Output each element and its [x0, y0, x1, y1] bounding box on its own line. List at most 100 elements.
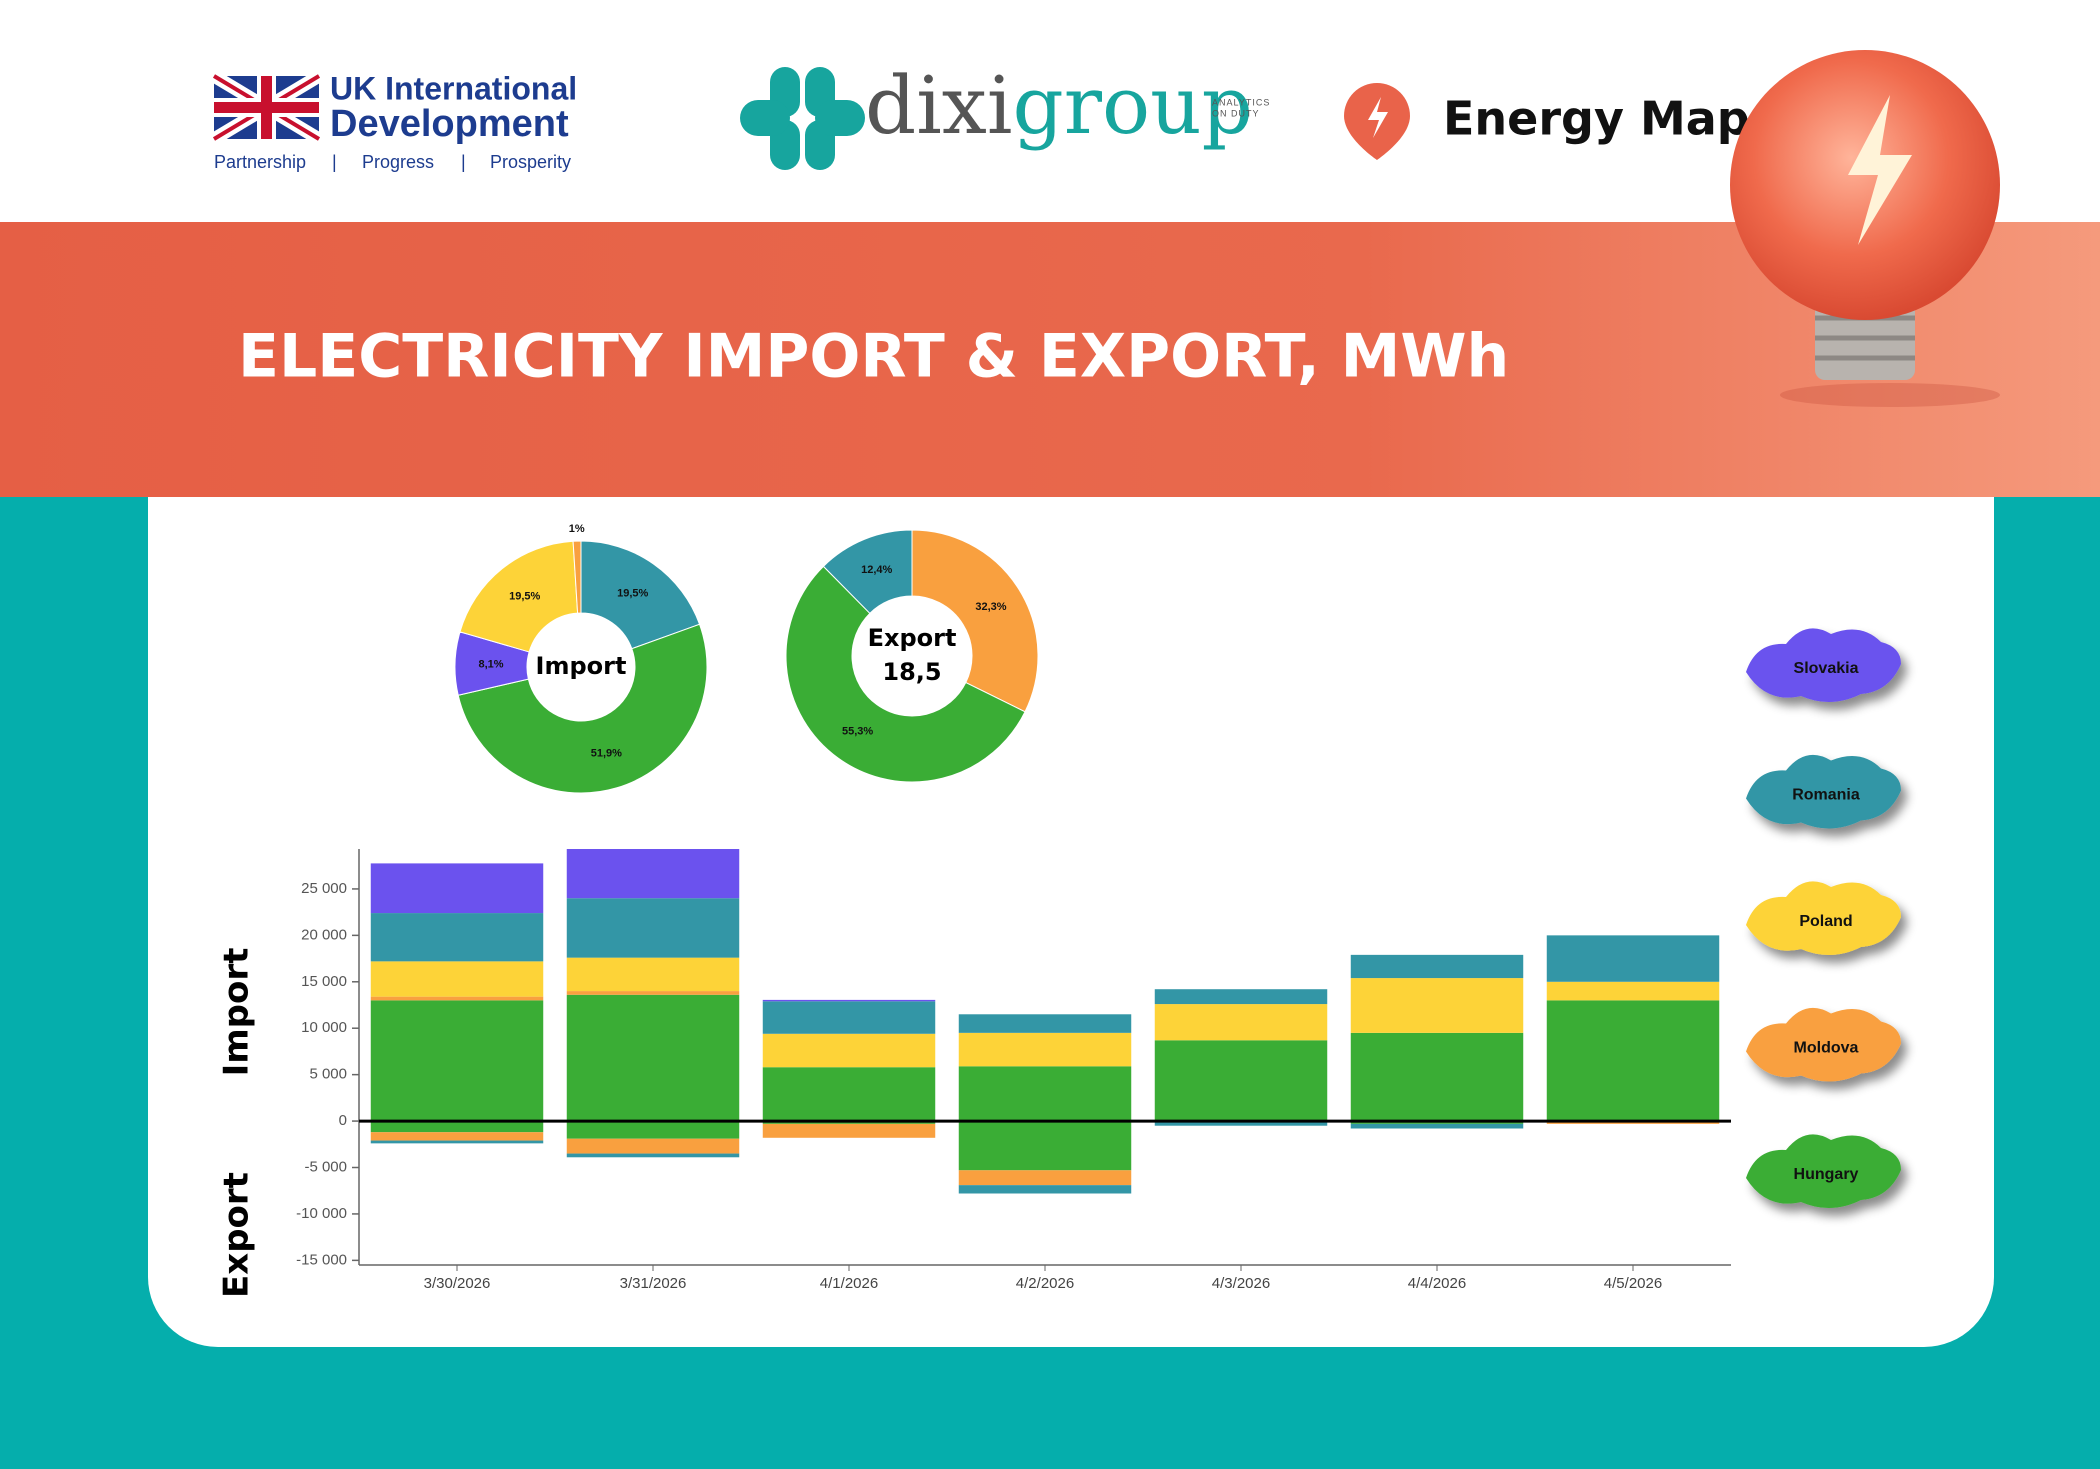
- bar-segment: [370, 996, 544, 1001]
- uk-line1: UK International: [330, 70, 577, 106]
- bar-segment: [762, 1067, 936, 1122]
- y-tick-label: -5 000: [304, 1158, 347, 1175]
- bulb: [1730, 50, 2000, 407]
- slice-label: 55,3%: [842, 725, 873, 737]
- y-tick-label: -15 000: [296, 1251, 347, 1268]
- bar-segment: [762, 1123, 936, 1138]
- pie-center-label: Import: [536, 652, 627, 680]
- energy-map-label: Energy Map: [1443, 92, 1750, 146]
- uk-tagline: Progress: [362, 152, 434, 172]
- uk-tagline: |: [332, 152, 337, 172]
- slice-label: 1%: [569, 523, 585, 535]
- bar-segment: [566, 957, 740, 992]
- legend-swatch: [1746, 1134, 1901, 1209]
- uk-line2: Development: [330, 103, 569, 145]
- pie-slice: [457, 623, 708, 794]
- pie-slice: [785, 565, 1026, 783]
- dixi-slogan: ON DUTY: [1212, 108, 1260, 118]
- dixi-slogan: ANALYTICS: [1212, 97, 1270, 107]
- bar-segment: [1350, 954, 1524, 979]
- legend-label: Hungary: [1794, 1166, 1859, 1183]
- slice-label: 32,3%: [975, 601, 1006, 613]
- bar-segment: [566, 994, 740, 1122]
- x-tick-label: 4/3/2026: [1212, 1275, 1270, 1292]
- bar-segment: [566, 849, 740, 899]
- bar-segment: [958, 1066, 1132, 1122]
- pie-slice: [459, 540, 579, 653]
- x-tick-label: 3/30/2026: [424, 1275, 491, 1292]
- bar-segment: [1546, 981, 1720, 1001]
- bar-segment: [1154, 1040, 1328, 1122]
- legend-swatch: [1746, 1007, 1901, 1082]
- bar-segment: [958, 1032, 1132, 1067]
- bar-segment: [370, 863, 544, 914]
- bar-segment: [370, 961, 544, 997]
- pie-slice: [822, 529, 913, 615]
- legend-swatch: [1746, 881, 1901, 956]
- banner: [0, 222, 2100, 497]
- bar-segment: [1350, 1032, 1524, 1122]
- legend-label: Slovakia: [1794, 660, 1859, 677]
- bar-segment: [370, 1132, 544, 1141]
- y-tick-label: -10 000: [296, 1205, 347, 1222]
- pin-bolt: [1368, 97, 1388, 138]
- slice-label: 12,4%: [861, 564, 892, 576]
- pie-center-label: 18,5: [882, 658, 941, 686]
- bar-segment: [958, 1170, 1132, 1186]
- slice-label: 19,5%: [509, 591, 540, 603]
- x-tick-label: 4/1/2026: [820, 1275, 878, 1292]
- bar-segment: [566, 1153, 740, 1158]
- uk-flag: [210, 70, 323, 145]
- x-tick-label: 3/31/2026: [620, 1275, 687, 1292]
- bar-segment: [370, 913, 544, 962]
- uk-tagline: Prosperity: [490, 152, 571, 172]
- bar-segment: [958, 1121, 1132, 1171]
- slice-label: 19,5%: [617, 587, 648, 599]
- y-tick-label: 20 000: [301, 926, 347, 943]
- bar-segment: [1350, 978, 1524, 1033]
- y-tick-label: 10 000: [301, 1019, 347, 1036]
- dixi-part: dixi: [865, 59, 1013, 152]
- bar-segment: [566, 1121, 740, 1139]
- legend-label: Romania: [1792, 787, 1860, 804]
- x-tick-label: 4/5/2026: [1604, 1275, 1662, 1292]
- x-tick-label: 4/2/2026: [1016, 1275, 1074, 1292]
- bar-segment: [1154, 1004, 1328, 1041]
- bar-segment: [566, 898, 740, 958]
- axis-label-import: Import: [217, 948, 257, 1077]
- bar-segment: [566, 1138, 740, 1154]
- dixi-name: dixigroup: [865, 59, 1253, 152]
- bar-segment: [370, 1000, 544, 1122]
- pie-center-label: Export: [868, 624, 957, 652]
- dixi-part: group: [1013, 59, 1253, 152]
- pie-slice: [580, 540, 701, 650]
- y-tick-label: 5 000: [309, 1066, 347, 1083]
- axis-label-export: Export: [217, 1172, 257, 1298]
- x-tick-label: 4/4/2026: [1408, 1275, 1466, 1292]
- legend-swatch: [1746, 754, 1901, 829]
- bar-segment: [370, 1121, 544, 1133]
- legend-label: Poland: [1799, 913, 1852, 930]
- legend-label: Moldova: [1794, 1040, 1859, 1057]
- map-pin: [1344, 83, 1410, 160]
- bar-segment: [762, 999, 936, 1002]
- y-tick-label: 15 000: [301, 973, 347, 990]
- bar-segment: [370, 1140, 544, 1144]
- bar-segment: [1154, 989, 1328, 1005]
- y-tick-label: 25 000: [301, 880, 347, 897]
- bar-segment: [958, 1185, 1132, 1194]
- legend-swatch: [1746, 628, 1901, 703]
- bar-segment: [762, 1001, 936, 1034]
- bar-segment: [1546, 1000, 1720, 1122]
- uk-tagline: |: [461, 152, 466, 172]
- dixi-icon: [740, 67, 865, 170]
- y-tick-label: 0: [339, 1112, 347, 1129]
- bar-segment: [566, 991, 740, 995]
- bar-segment: [958, 1014, 1132, 1033]
- bar-segment: [1154, 1121, 1328, 1126]
- bar-segment: [1350, 1123, 1524, 1129]
- slice-label: 8,1%: [478, 658, 503, 670]
- slice-label: 51,9%: [591, 747, 622, 759]
- pie-slice: [572, 540, 582, 614]
